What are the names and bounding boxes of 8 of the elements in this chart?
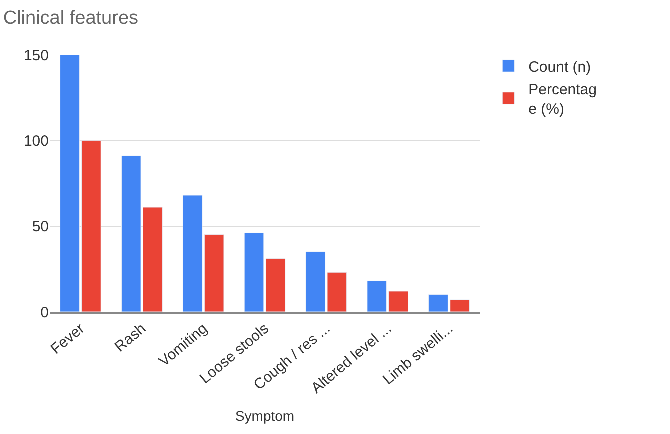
y-tick-label: 100 bbox=[24, 132, 49, 150]
y-tick-label: 150 bbox=[24, 47, 49, 64]
legend-label: Count (n) bbox=[528, 58, 592, 76]
x-axis-title: Symptom bbox=[235, 408, 295, 424]
legend-label: Percentage (%) bbox=[528, 81, 597, 118]
y-tick-label: 0 bbox=[40, 304, 49, 322]
y-tick-label: 50 bbox=[32, 218, 49, 236]
chart-title: Clinical features bbox=[3, 8, 139, 30]
